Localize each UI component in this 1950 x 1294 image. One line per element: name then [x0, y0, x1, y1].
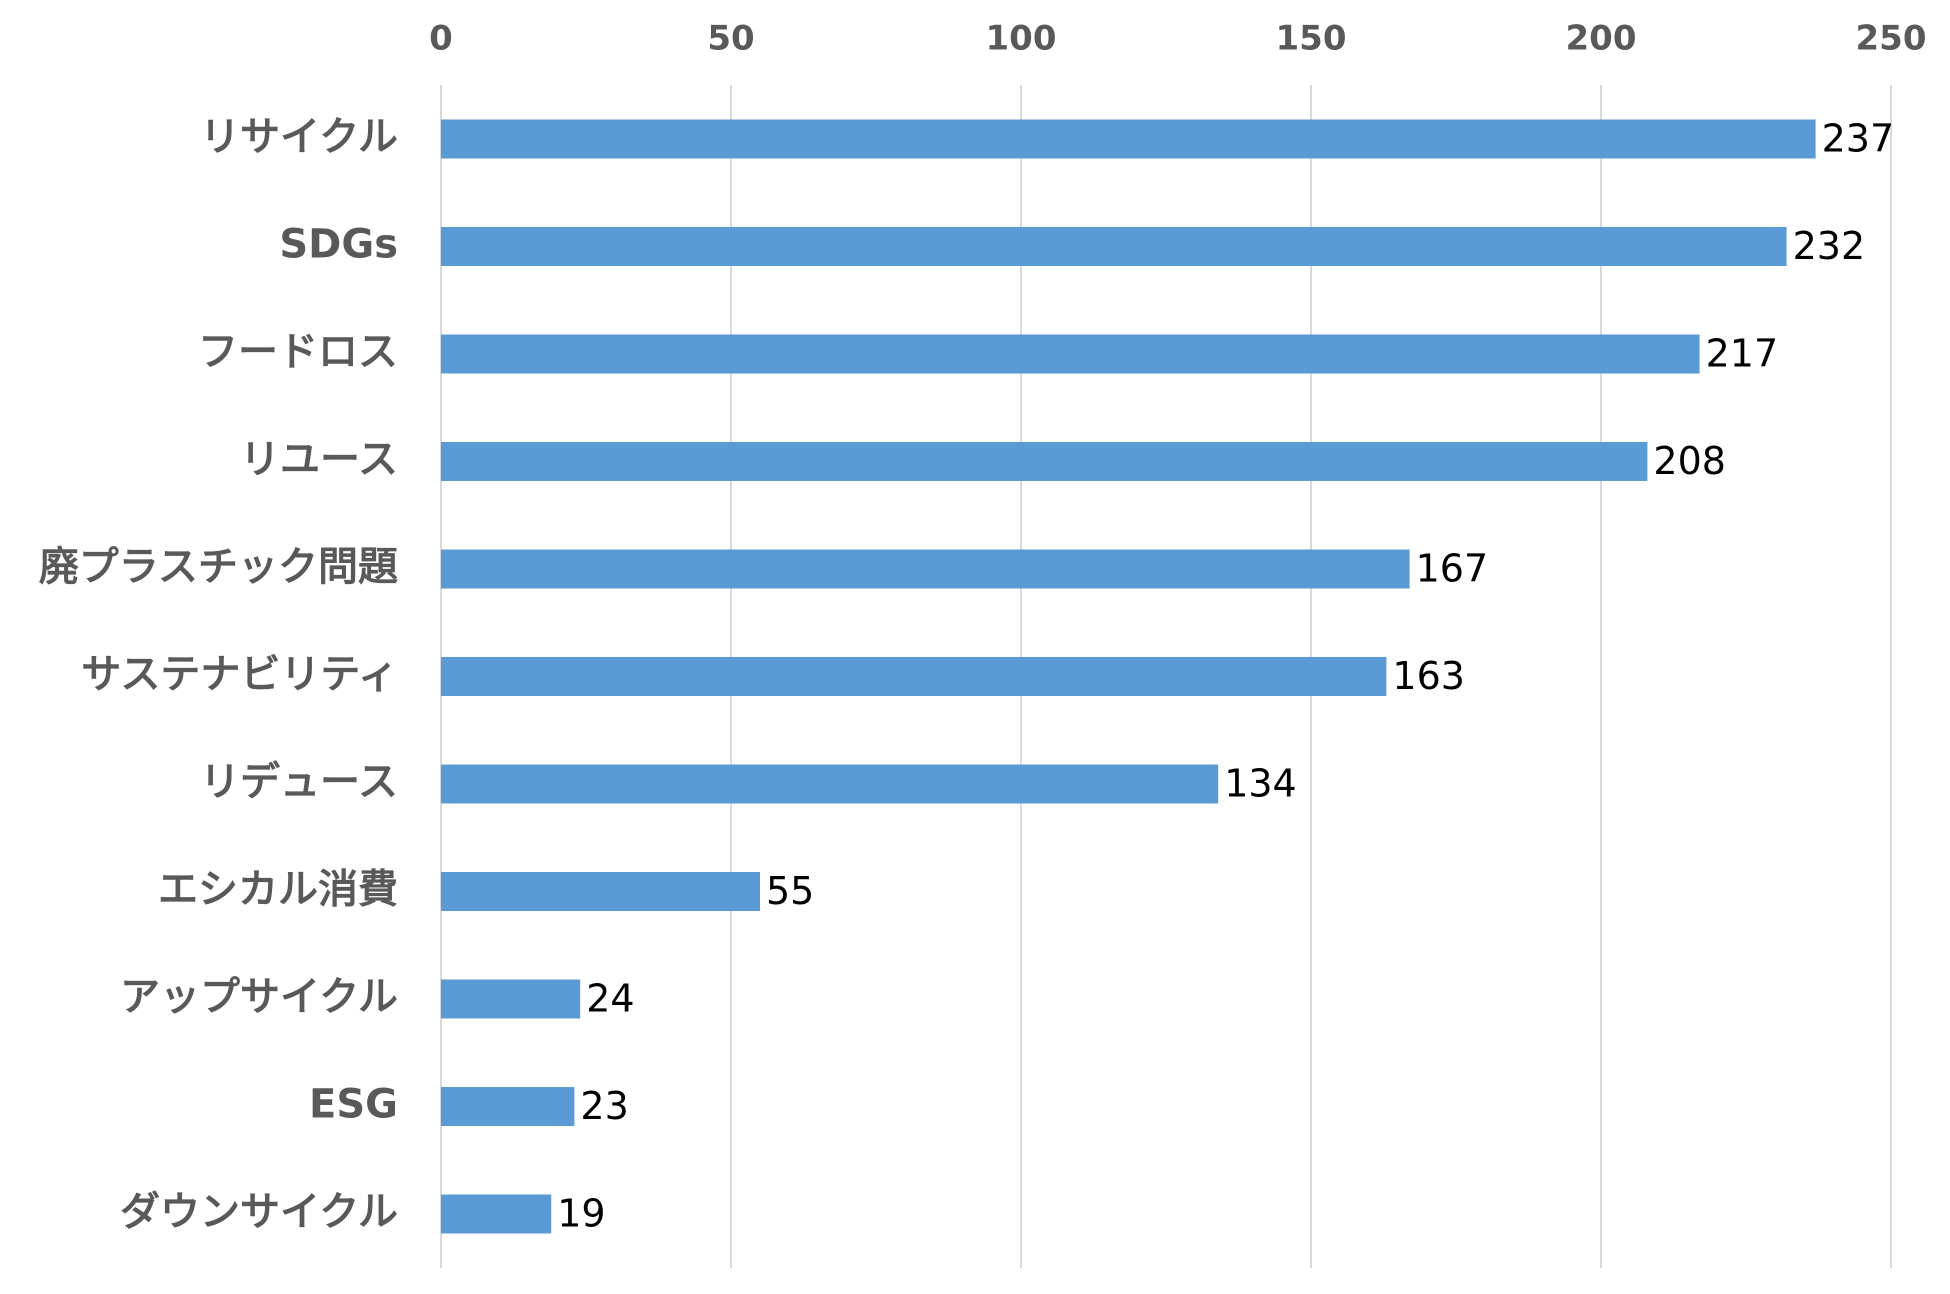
bar	[441, 979, 581, 1019]
category-label: アップサイクル	[120, 974, 398, 1020]
data-label: 23	[580, 1084, 628, 1128]
x-tick-label: 150	[1276, 19, 1347, 59]
category-label: リデュース	[200, 759, 398, 805]
data-label: 134	[1224, 762, 1297, 806]
category-label: フードロス	[198, 329, 398, 375]
data-label: 208	[1653, 439, 1726, 483]
category-label: 廃プラスチック問題	[39, 544, 398, 590]
x-tick-label: 100	[986, 19, 1057, 59]
category-label: ESG	[309, 1082, 398, 1128]
data-label: 24	[586, 977, 634, 1021]
bars	[441, 119, 1816, 1234]
bar	[441, 549, 1410, 589]
data-label: 217	[1706, 332, 1779, 376]
bar	[441, 227, 1787, 266]
category-label: リサイクル	[200, 114, 398, 160]
data-label: 232	[1793, 224, 1866, 268]
x-tick-label: 50	[707, 19, 754, 59]
category-label: リユース	[240, 437, 398, 483]
data-label: 163	[1392, 654, 1465, 698]
x-axis-ticks: 0 50 100 150 200 250	[429, 19, 1926, 59]
data-label: 167	[1416, 547, 1489, 591]
data-label: 237	[1822, 117, 1895, 161]
bar	[441, 1087, 575, 1126]
bar	[441, 764, 1219, 804]
bar	[441, 872, 760, 911]
category-label: エシカル消費	[158, 867, 398, 913]
data-label: 19	[557, 1192, 605, 1236]
category-label: ダウンサイクル	[120, 1189, 398, 1235]
x-tick-label: 250	[1856, 19, 1927, 59]
category-labels: リサイクル SDGs フードロスリユース廃プラスチック問題サステナビリティリデュース…	[39, 114, 398, 1235]
bar	[441, 334, 1700, 374]
data-labels: 237 232 217 208 167 163 134 55 24 23 19	[557, 117, 1894, 1236]
x-tick-label: 200	[1566, 19, 1637, 59]
category-label: サステナビリティ	[81, 652, 398, 698]
bar	[441, 1194, 552, 1234]
x-tick-label: 0	[429, 19, 453, 59]
bar	[441, 442, 1648, 481]
category-label: SDGs	[279, 222, 398, 268]
bar	[441, 119, 1816, 159]
bar	[441, 657, 1387, 696]
data-label: 55	[766, 869, 814, 913]
